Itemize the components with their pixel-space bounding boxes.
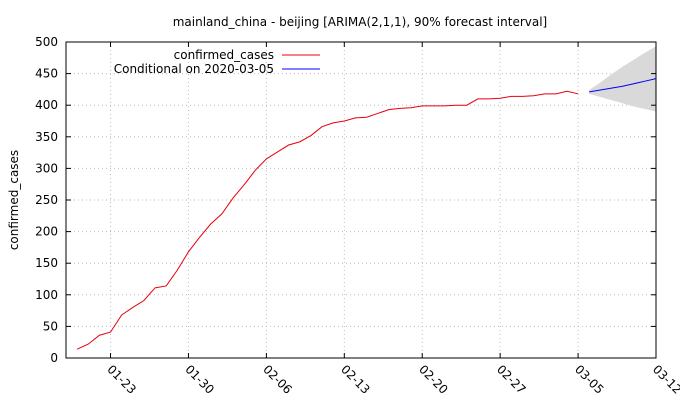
x-tick-label: 01-30 xyxy=(182,362,217,397)
legend-label-forecast: Conditional on 2020-03-05 xyxy=(114,62,274,76)
x-tick-label: 01-23 xyxy=(104,362,139,397)
series-lines xyxy=(76,78,657,350)
y-tick-label: 250 xyxy=(35,193,58,207)
x-tick-label: 03-12 xyxy=(650,362,680,397)
forecast-interval xyxy=(589,46,656,112)
y-tick-label: 350 xyxy=(35,130,58,144)
y-tick-label: 500 xyxy=(35,35,58,49)
y-tick-label: 200 xyxy=(35,225,58,239)
y-tick-label: 100 xyxy=(35,288,58,302)
x-tick-label: 02-06 xyxy=(260,362,295,397)
y-tick-label: 300 xyxy=(35,161,58,175)
y-axis-label: confirmed_cases xyxy=(7,150,21,250)
x-tick-label: 03-05 xyxy=(572,362,607,397)
y-tick-labels: 0 50 100 150 200 250 300 350 400 450 500 xyxy=(35,35,58,365)
y-tick-label: 150 xyxy=(35,256,58,270)
x-tick-label: 02-27 xyxy=(494,362,529,397)
y-tick-label: 50 xyxy=(43,319,58,333)
chart-title: mainland_china - beijing [ARIMA(2,1,1), … xyxy=(173,15,548,29)
legend: confirmed_cases Conditional on 2020-03-0… xyxy=(114,48,320,76)
series-line-forecast xyxy=(589,78,657,93)
axis-ticks xyxy=(66,41,657,359)
y-tick-label: 0 xyxy=(50,351,58,365)
legend-label-confirmed-cases: confirmed_cases xyxy=(174,48,274,62)
forecast-interval-band xyxy=(589,46,656,112)
x-tick-labels: 01-23 01-30 02-06 02-13 02-20 02-27 03-05 03-12 xyxy=(104,362,680,397)
x-tick-label: 02-20 xyxy=(416,362,451,397)
series-line-confirmed-cases xyxy=(76,90,579,350)
grid xyxy=(66,42,657,358)
x-tick-label: 02-13 xyxy=(338,362,373,397)
y-tick-label: 400 xyxy=(35,98,58,112)
y-tick-label: 450 xyxy=(35,67,58,81)
